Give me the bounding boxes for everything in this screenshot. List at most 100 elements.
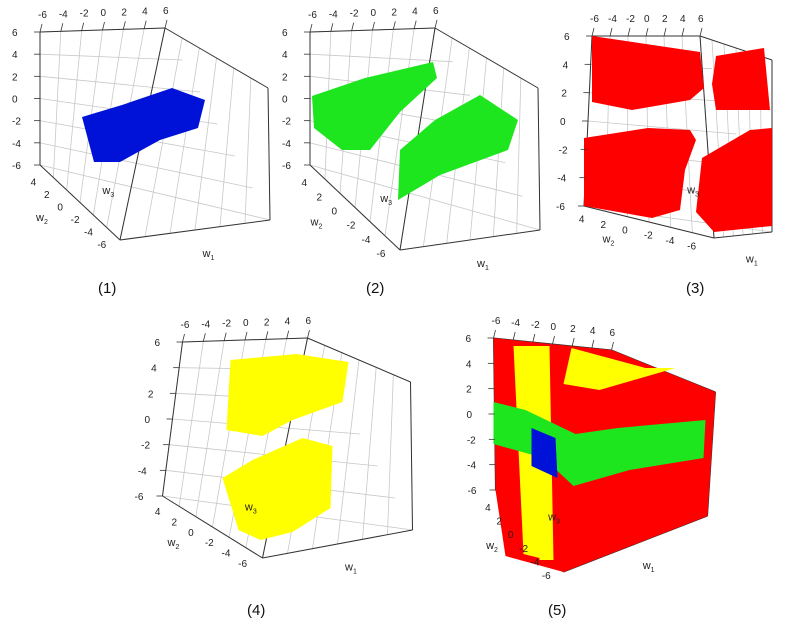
tick-label: -2	[12, 117, 21, 128]
tick-label: -2	[282, 117, 291, 128]
combined-green-band	[493, 402, 706, 486]
w3-axis-label: w3	[101, 185, 114, 199]
frame-edge	[267, 87, 271, 221]
tick-label: -2	[80, 9, 89, 20]
tick-label: -2	[467, 435, 476, 446]
tick-mark	[223, 332, 227, 341]
tick-label: -6	[238, 559, 247, 570]
tick-label: -6	[135, 492, 144, 503]
w1-axis-label: w1	[344, 562, 357, 576]
tick-label: -4	[282, 139, 291, 150]
tick-label: 0	[508, 530, 514, 541]
tick-label: -2	[350, 9, 359, 20]
tick-label: -4	[511, 318, 520, 329]
w3-axis-label: w3	[686, 185, 699, 199]
tick-mark	[609, 27, 613, 37]
tick-label: -4	[138, 466, 147, 477]
tick-label: 6	[698, 14, 704, 25]
tick-mark	[309, 23, 313, 33]
yellow-region-upper	[226, 354, 349, 436]
panel-3: -6 -4 -2 0 2 4 6 6 4 2 0 -2 -4 -6 4 2 0 -2 -4 -6 w1 w2 w3	[540, 0, 808, 275]
caption-3: (3)	[686, 280, 705, 297]
w1-axis-label: w1	[745, 254, 758, 268]
caption-5: (5)	[548, 602, 567, 619]
tick-mark	[512, 331, 516, 341]
tick-mark	[265, 331, 269, 340]
tick-mark	[102, 21, 105, 31]
tick-label: -6	[556, 202, 565, 213]
tick-label: 0	[188, 528, 194, 539]
tick-label: 0	[57, 202, 63, 213]
tick-label: -2	[531, 320, 540, 331]
tick-label: 0	[467, 410, 473, 421]
tick-label: 0	[101, 8, 107, 19]
grid-line	[52, 31, 62, 178]
frame-edge	[262, 529, 413, 559]
tick-label: 4	[412, 7, 418, 18]
tick-label: -6	[590, 14, 599, 25]
panel-4: -6 -4 -2 0 2 4 6 6 4 2 0 -2 -4 -6 4 2 0 -2 -4 -6 w1 w2 w3	[135, 310, 425, 585]
tick-label: -6	[492, 316, 501, 327]
tick-label: -4	[531, 558, 540, 569]
frame-edge	[537, 87, 541, 231]
w2-axis-label: w2	[167, 537, 180, 551]
caption-1: (1)	[98, 280, 117, 297]
green-region-lower	[398, 95, 518, 200]
w2-axis-label: w2	[35, 212, 48, 226]
tick-label: -2	[71, 215, 80, 226]
tick-label: -2	[347, 221, 356, 232]
tick-mark	[60, 23, 64, 32]
tick-label: -2	[205, 538, 214, 549]
tick-label: 4	[151, 364, 157, 375]
frame-edge	[583, 205, 715, 239]
tick-label: -6	[181, 320, 190, 331]
tick-mark	[681, 27, 685, 37]
w3-axis-label: w3	[379, 193, 392, 207]
tick-mark	[591, 27, 595, 37]
panel-2: -6 -4 -2 0 2 4 6 6 4 2 0 -2 -4 -6 4 2 0 -2 -4 -6 w1 w2 w3	[270, 0, 545, 275]
tick-label: 2	[497, 517, 503, 528]
tick-label: -2	[626, 14, 635, 25]
w2-axis-label: w2	[602, 233, 615, 247]
w2-axis-label: w2	[485, 540, 498, 554]
tick-label: 2	[282, 72, 288, 83]
w1-axis-label: w1	[642, 560, 655, 574]
tick-mark	[351, 22, 355, 31]
tick-label: -6	[308, 10, 317, 21]
frame-edge	[162, 495, 263, 559]
tick-label: -4	[12, 139, 21, 150]
caption-2: (2)	[366, 280, 385, 297]
tick-label: 0	[622, 225, 628, 236]
red-region-bottom-right	[696, 128, 772, 232]
tick-label: 4	[485, 503, 491, 514]
combined-blue-block	[531, 428, 558, 478]
frame-edge	[410, 381, 413, 531]
tick-label: 6	[610, 328, 616, 339]
grid-line	[39, 142, 253, 189]
panel-5: -6 -4 -2 0 2 4 6 6 4 2 0 -2 -4 -6 4 2 0 -2 -4 -6 w1 w2 w3	[438, 310, 728, 585]
frame-edge	[434, 27, 539, 89]
tick-label: 2	[391, 7, 397, 18]
tick-label: -6	[687, 241, 696, 252]
tick-mark	[122, 21, 126, 30]
yellow-region-lower	[222, 438, 333, 540]
grid-line	[195, 340, 225, 517]
tick-label: 2	[12, 72, 18, 83]
tick-label: -4	[222, 549, 231, 560]
tick-label: 0	[243, 318, 249, 329]
tick-label: -2	[559, 145, 568, 156]
tick-mark	[307, 329, 310, 339]
tick-label: -6	[468, 486, 477, 497]
tick-label: 6	[306, 316, 312, 327]
frame-edge	[713, 231, 773, 239]
tick-label: -6	[12, 161, 21, 172]
tick-mark	[164, 19, 168, 29]
tick-label: -2	[519, 544, 528, 555]
tick-label: 4	[590, 326, 596, 337]
tick-mark	[611, 341, 614, 351]
tick-mark	[434, 19, 438, 29]
tick-label: -4	[201, 319, 210, 330]
tick-mark	[552, 335, 555, 345]
